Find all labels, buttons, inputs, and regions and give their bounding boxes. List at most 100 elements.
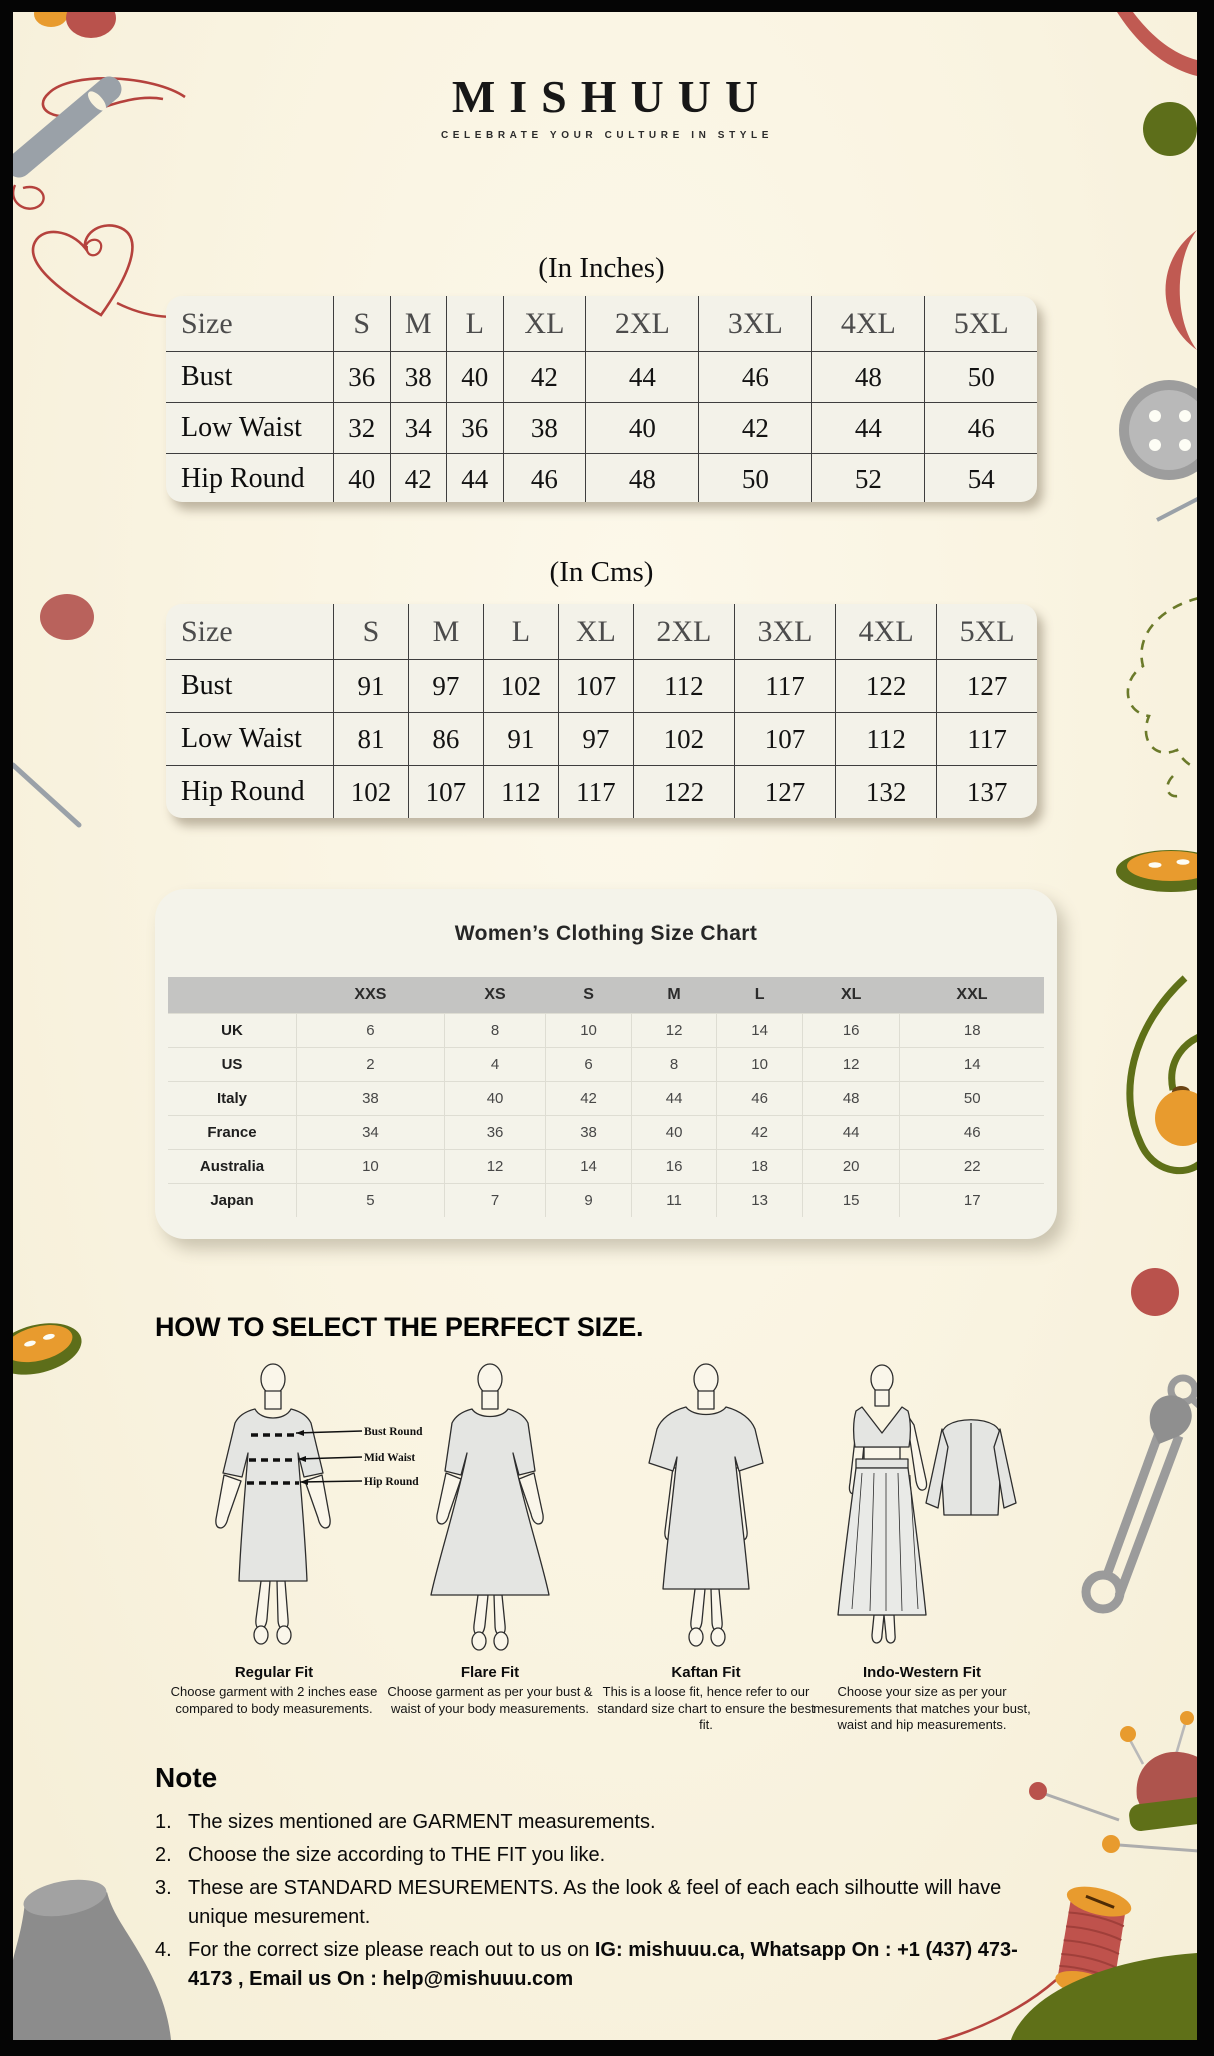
size-value-cell: 117 — [733, 659, 837, 713]
poster-content: MISHUUU CELEBRATE YOUR CULTURE IN STYLE … — [13, 12, 1197, 2040]
table-row: Bust 36 38 40 42 44 46 48 50 — [166, 351, 1037, 403]
inches-table-title: (In Inches) — [538, 252, 665, 284]
note-item: Choose the size according to THE FIT you… — [155, 1841, 606, 1870]
note-item: For the correct size please reach out to… — [155, 1936, 1018, 1990]
size-value-cell: 122 — [835, 659, 938, 713]
gray-button-decoration — [1119, 380, 1197, 480]
header-row: Size S M L XL 2XL 3XL 4XL 5XL — [166, 604, 1037, 660]
column-header: 4XL — [811, 296, 926, 352]
row-label: Bust — [166, 351, 334, 403]
row-label: Hip Round — [166, 765, 334, 818]
size-value-cell: 44 — [446, 453, 504, 502]
note-heading: Note — [155, 1762, 218, 1793]
size-value-cell: 44 — [801, 1115, 901, 1150]
size-value-cell: 40 — [630, 1115, 718, 1150]
table-row: Australia 10 12 14 16 18 20 22 — [167, 1149, 1045, 1184]
size-value-cell: 50 — [924, 351, 1037, 403]
size-value-cell: 4 — [443, 1047, 547, 1082]
table-row: Bust 91 97 102 107 112 117 122 127 — [166, 659, 1037, 713]
size-value-cell: 32 — [333, 402, 391, 454]
size-value-cell: 86 — [407, 712, 484, 766]
table-row: Hip Round 40 42 44 46 48 50 52 54 — [166, 453, 1037, 502]
size-value-cell: 14 — [716, 1013, 803, 1048]
row-label: Hip Round — [166, 453, 334, 502]
column-header: 5XL — [936, 604, 1037, 660]
fit-section-heading: HOW TO SELECT THE PERFECT SIZE. — [155, 1312, 644, 1342]
size-value-cell: 40 — [446, 351, 504, 403]
safety-pin-decoration — [1081, 1374, 1197, 1614]
size-value-cell: 112 — [632, 659, 735, 713]
tailor-mannequin-decoration — [13, 1879, 171, 2040]
column-header: M — [389, 296, 448, 352]
size-value-cell: 54 — [924, 453, 1037, 502]
note-list: The sizes mentioned are GARMENT measurem… — [155, 1808, 1021, 1998]
column-header: XXL — [899, 977, 1044, 1014]
fit-description: This is a loose fit, hence refer to our … — [597, 1684, 815, 1733]
pin-cushion-decoration — [1120, 1711, 1197, 1831]
size-value-cell: 42 — [502, 351, 587, 403]
fit-description: Choose garment with 2 inches ease compar… — [170, 1684, 378, 1716]
note-item: The sizes mentioned are GARMENT measurem… — [155, 1808, 656, 1837]
size-value-cell: 44 — [630, 1081, 718, 1116]
table-row: US 2 4 6 8 10 12 14 — [167, 1047, 1045, 1082]
fit-caption: Flare Fit Choose garment as per your bus… — [385, 1664, 595, 1717]
row-label: Italy — [167, 1081, 297, 1116]
size-value-cell: 107 — [407, 765, 484, 818]
stitch-dashed-heart-decoration — [1126, 597, 1197, 798]
size-value-cell: 44 — [811, 402, 926, 454]
size-value-cell: 50 — [698, 453, 813, 502]
straight-pin-red-decoration — [1029, 1782, 1120, 1822]
fit-caption: Indo-Western Fit Choose your size as per… — [797, 1664, 1047, 1734]
size-value-cell: 15 — [801, 1183, 901, 1218]
column-header: 2XL — [585, 296, 700, 352]
mid-waist-label: Mid Waist — [364, 1452, 415, 1464]
edge-on-button-left-decoration — [13, 1323, 82, 1375]
row-label: US — [167, 1047, 297, 1082]
row-label: Low Waist — [166, 402, 334, 454]
womens-chart-title: Women’s Clothing Size Chart — [454, 922, 758, 945]
column-header: L — [482, 604, 559, 660]
column-header: 3XL — [698, 296, 813, 352]
size-value-cell: 40 — [443, 1081, 547, 1116]
fit-name: Kaftan Fit — [671, 1664, 741, 1681]
column-header: XL — [557, 604, 634, 660]
size-value-cell: 10 — [296, 1149, 445, 1184]
size-value-cell: 10 — [716, 1047, 803, 1082]
table-row: UK 6 8 10 12 14 16 18 — [167, 1013, 1045, 1048]
column-header: L — [716, 977, 803, 1014]
size-value-cell: 44 — [585, 351, 700, 403]
size-value-cell: 14 — [899, 1047, 1045, 1082]
regular-fit-figure: Bust Round Mid Waist Hip Round — [215, 1363, 423, 1645]
column-header: S — [333, 296, 391, 352]
size-value-cell: 9 — [545, 1183, 632, 1218]
size-value-cell: 112 — [482, 765, 559, 818]
column-header: S — [545, 977, 632, 1014]
size-value-cell: 36 — [446, 402, 504, 454]
column-header: 2XL — [632, 604, 735, 660]
table-row: Hip Round 102 107 112 117 122 127 132 137 — [166, 765, 1037, 818]
size-value-cell: 34 — [389, 402, 448, 454]
brand-header: MISHUUU CELEBRATE YOUR CULTURE IN STYLE — [13, 70, 1197, 141]
fit-caption: Regular Fit Choose garment with 2 inches… — [169, 1664, 379, 1717]
size-value-cell: 42 — [698, 402, 813, 454]
size-value-cell: 10 — [545, 1013, 632, 1048]
column-header: M — [631, 977, 717, 1014]
inches-table-card: Size S M L XL 2XL 3XL 4XL 5XL Bust 36 38 40 42 44 46 48 5… — [166, 296, 1037, 502]
size-value-cell: 6 — [545, 1047, 632, 1082]
size-value-cell: 14 — [545, 1149, 632, 1184]
size-value-cell: 97 — [557, 712, 634, 766]
column-header: 3XL — [733, 604, 837, 660]
table-row: Italy 38 40 42 44 46 48 50 — [167, 1081, 1045, 1116]
size-value-cell: 42 — [545, 1081, 632, 1116]
straight-pin-orange-decoration — [1102, 1835, 1197, 1853]
size-value-cell: 46 — [716, 1081, 803, 1116]
table-row: Low Waist 81 86 91 97 102 107 112 117 — [166, 712, 1037, 766]
red-crescent-decoration — [1165, 230, 1197, 350]
column-header: XXS — [296, 977, 445, 1014]
row-label: France — [167, 1115, 297, 1150]
size-value-cell: 46 — [698, 351, 813, 403]
row-label: Australia — [167, 1149, 297, 1184]
size-value-cell: 102 — [482, 659, 559, 713]
womens-size-chart-card: Women’s Clothing Size Chart XXS XS S M L XL XX… — [155, 889, 1057, 1239]
